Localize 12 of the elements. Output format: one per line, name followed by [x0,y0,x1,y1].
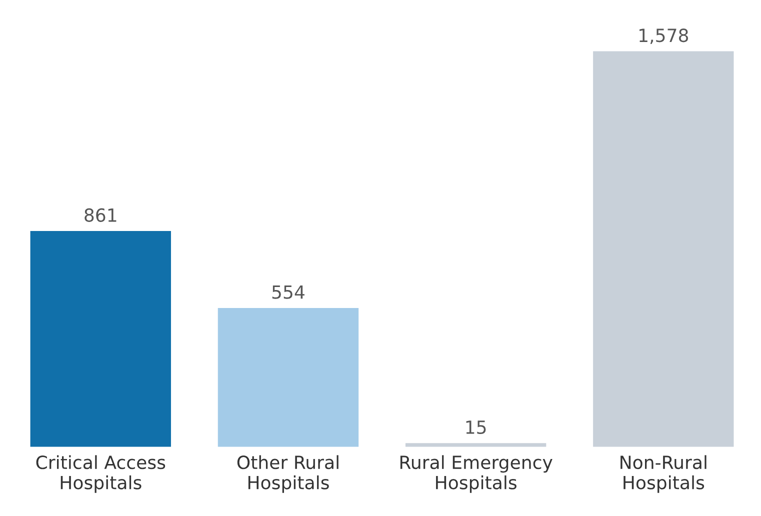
bar [405,443,546,447]
data-label: 15 [466,420,486,434]
bar [218,308,359,447]
bar [30,231,171,447]
x-tick-label: Other Rural Hospitals [237,455,338,493]
x-tick-label: Critical Access Hospitals [36,455,166,493]
data-label: 554 [272,285,304,299]
data-label: 861 [84,208,116,222]
data-label: 1,578 [640,28,688,44]
x-tick-label: Non-Rural Hospitals [620,455,706,493]
bar [593,51,734,447]
x-tick-label: Rural Emergency Hospitals [400,455,552,493]
